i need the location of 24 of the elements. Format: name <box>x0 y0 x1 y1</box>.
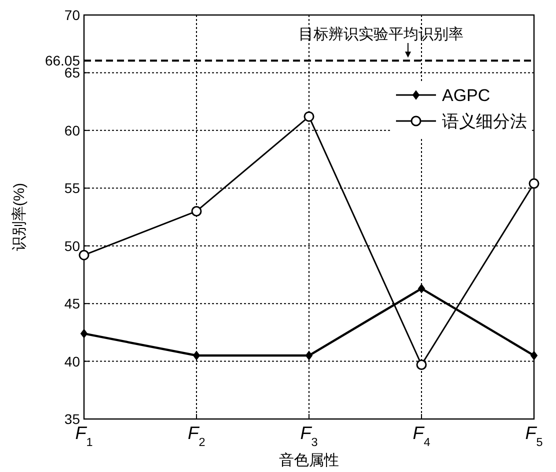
legend-label: AGPC <box>442 86 490 105</box>
point <box>528 178 540 189</box>
point <box>306 351 312 360</box>
x-tick-label: F$_{2}$ <box>188 423 206 448</box>
legend-label: 语义细分法 <box>442 112 527 131</box>
x-tick-label: F$_{3}$ <box>300 423 318 448</box>
y-tick-label: 70 <box>64 7 80 23</box>
y-tick-label: 40 <box>64 353 80 370</box>
y-axis-title: 识别率(%) <box>11 182 28 252</box>
point <box>418 284 425 294</box>
point <box>304 111 314 122</box>
x-tick-label: F$_{5}$ <box>525 423 544 448</box>
point <box>193 351 200 360</box>
y-tick-label: 50 <box>64 238 80 254</box>
point <box>80 329 88 338</box>
point <box>530 351 538 360</box>
x-axis-title: 音色属性 <box>279 452 339 469</box>
y-tick-label: 60 <box>64 122 80 138</box>
point <box>416 360 427 370</box>
x-tick-label: F$_{4}$ <box>412 423 431 448</box>
point <box>78 250 90 260</box>
y-tick-label: 55 <box>64 180 80 196</box>
y-tick-label: 45 <box>64 296 80 312</box>
point <box>191 206 202 216</box>
